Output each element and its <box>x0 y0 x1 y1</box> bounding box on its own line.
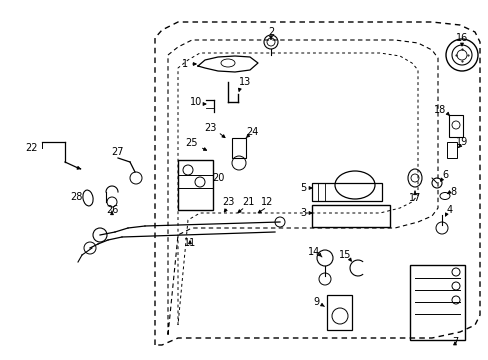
Text: 23: 23 <box>222 197 234 207</box>
Bar <box>446 142 456 158</box>
Text: 14: 14 <box>307 247 320 257</box>
Text: 12: 12 <box>260 197 273 207</box>
Text: 8: 8 <box>449 187 455 197</box>
Text: 28: 28 <box>70 192 82 202</box>
Text: 25: 25 <box>185 138 198 148</box>
Text: 2: 2 <box>267 27 274 37</box>
Text: 10: 10 <box>189 97 202 107</box>
Text: 17: 17 <box>408 193 420 203</box>
Text: 11: 11 <box>183 238 196 248</box>
Bar <box>409 265 464 340</box>
Text: 4: 4 <box>446 205 452 215</box>
Text: 7: 7 <box>451 337 457 347</box>
Text: 22: 22 <box>26 143 38 153</box>
Text: 16: 16 <box>455 33 467 43</box>
Bar <box>448 115 462 137</box>
Bar <box>231 138 245 158</box>
Text: 18: 18 <box>433 105 445 115</box>
Text: 27: 27 <box>112 147 124 157</box>
Text: 3: 3 <box>299 208 305 218</box>
Bar <box>326 295 351 330</box>
Text: 1: 1 <box>182 59 188 69</box>
Bar <box>311 205 389 227</box>
Text: 15: 15 <box>338 250 350 260</box>
Text: 20: 20 <box>211 173 224 183</box>
Text: 24: 24 <box>245 127 258 137</box>
Text: 13: 13 <box>238 77 251 87</box>
Text: 21: 21 <box>242 197 254 207</box>
Text: 19: 19 <box>455 137 467 147</box>
Bar <box>178 160 213 210</box>
Text: 6: 6 <box>441 170 447 180</box>
Text: 9: 9 <box>312 297 318 307</box>
Text: 23: 23 <box>203 123 216 133</box>
Bar <box>311 183 381 201</box>
Text: 5: 5 <box>299 183 305 193</box>
Text: 26: 26 <box>105 205 118 215</box>
